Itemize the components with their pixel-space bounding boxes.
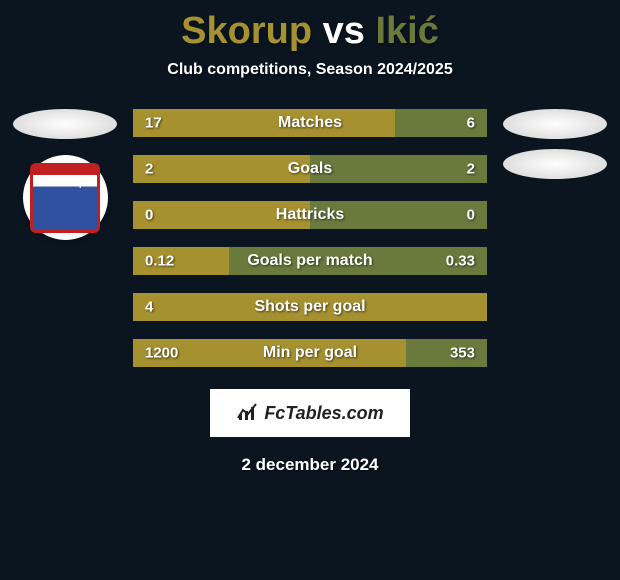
stat-value-right: 353 [450,345,475,362]
stat-label: Goals per match [247,252,372,270]
club-badge-player2 [503,149,607,179]
stat-label: Min per goal [263,344,357,362]
stat-bar: 4 Shots per goal [133,293,487,321]
stat-value-left: 0.12 [145,253,174,270]
title-player1: Skorup [181,10,312,52]
chart-icon [236,400,258,427]
stat-value-right: 0.33 [446,253,475,270]
badge-text: БОРАЦ [49,178,81,188]
stat-bar: 17 Matches 6 [133,109,487,137]
stat-bar-left [133,155,310,183]
badge-year: 1926 [56,167,74,176]
stat-value-left: 4 [145,299,153,316]
stat-bar-right [310,155,487,183]
subtitle: Club competitions, Season 2024/2025 [0,61,620,79]
page-title: Skorup vs Ikić [0,10,620,53]
stat-value-left: 2 [145,161,153,178]
stat-bar: 2 Goals 2 [133,155,487,183]
fctables-logo: FcTables.com [210,389,410,437]
title-vs: vs [323,10,365,52]
stat-value-right: 2 [467,161,475,178]
date-text: 2 december 2024 [241,455,378,475]
stat-value-right: 6 [467,115,475,132]
left-column: 1926 БОРАЦ [5,109,125,367]
flag-player2 [503,109,607,139]
stat-value-left: 0 [145,207,153,224]
stat-bar-left [133,109,395,137]
title-player2: Ikić [375,10,438,52]
flag-player1 [13,109,117,139]
stat-value-left: 17 [145,115,162,132]
stat-label: Hattricks [276,206,344,224]
stat-bar: 1200 Min per goal 353 [133,339,487,367]
stat-label: Matches [278,114,342,132]
stat-value-right: 0 [467,207,475,224]
stats-column: 17 Matches 6 2 Goals 2 0 Hattricks 0 [125,109,495,367]
logo-text: FcTables.com [264,403,383,424]
right-column [495,109,615,367]
stat-bar: 0 Hattricks 0 [133,201,487,229]
stat-label: Goals [288,160,332,178]
stat-value-left: 1200 [145,345,178,362]
stat-label: Shots per goal [254,298,365,316]
stat-bar: 0.12 Goals per match 0.33 [133,247,487,275]
club-badge-player1: 1926 БОРАЦ [23,155,108,240]
